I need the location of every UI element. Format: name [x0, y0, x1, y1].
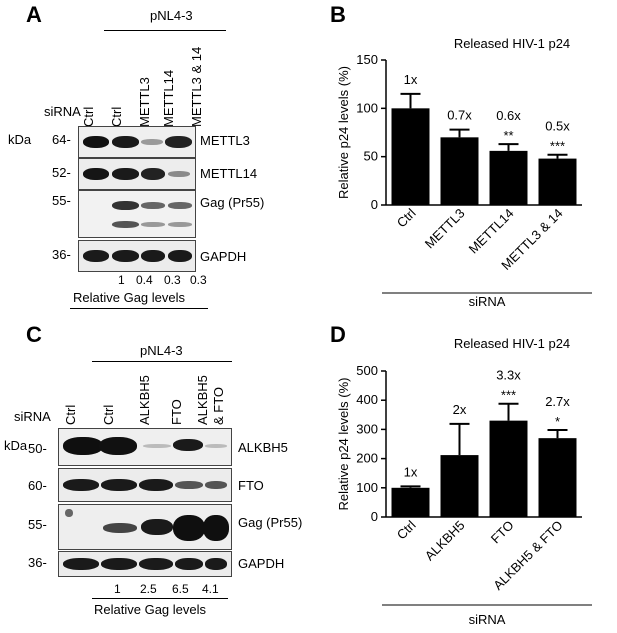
panel-c-blot-label-2: FTO [238, 478, 264, 493]
chart-b-bar-2 [489, 150, 528, 205]
panel-a-quant-2: 0.4 [136, 273, 153, 287]
panel-a-quant-4: 0.3 [190, 273, 207, 287]
panel-a-mw-1: 64- [52, 132, 71, 147]
panel-c-letter: C [26, 322, 42, 347]
panel-c-blot-gag [58, 504, 232, 550]
chart-b-xlabel: siRNA [469, 294, 506, 309]
panel-c-quant-1: 1 [114, 582, 121, 596]
chart-b-sig-3: *** [550, 139, 565, 154]
chart-b-sig-2: ** [503, 128, 513, 143]
chart-b-ytick-label-3: 150 [356, 52, 378, 67]
panel-a-letter: A [26, 2, 42, 27]
panel-a-mw-2: 52- [52, 165, 71, 180]
chart-b-ytick-label-0: 0 [371, 197, 378, 212]
panel-a-group-line [104, 30, 226, 31]
panel-c-blot-label-3: Gag (Pr55) [238, 515, 303, 530]
panel-c-sirna-label: siRNA [14, 409, 51, 424]
chart-d-ytick-label-0: 0 [371, 509, 378, 524]
panel-c-blot-label-1: ALKBH5 [238, 440, 288, 455]
chart-d-fold-0: 1x [404, 464, 418, 479]
panel-c-mw-3: 55- [28, 517, 47, 532]
chart-d-bar-0 [391, 487, 430, 517]
chart-b-category-0: Ctrl [394, 205, 419, 230]
chart-d-sig-3: * [555, 414, 560, 429]
chart-b-fold-3: 0.5x [545, 119, 570, 134]
chart-d-ytick-label-5: 500 [356, 363, 378, 378]
chart-d-title: Released HIV-1 p24 [454, 336, 570, 351]
panel-c-blot-label-4: GAPDH [238, 556, 285, 571]
panel-a-quant-1: 1 [118, 273, 125, 287]
panel-a-blot-mettl3 [78, 126, 196, 158]
panel-c-quant-2: 2.5 [140, 582, 157, 596]
panel-c-quant-4: 4.1 [202, 582, 219, 596]
panel-a-quant-label: Relative Gag levels [73, 290, 185, 305]
panel-a-blot-label-1: METTL3 [200, 133, 250, 148]
panel-a-blot-gapdh [78, 240, 196, 272]
panel-a-group-label: pNL4-3 [150, 8, 193, 23]
chart-b-bar-0 [391, 108, 430, 205]
panel-c-mw-1: 50- [28, 441, 47, 456]
panel-d-letter: D [330, 322, 346, 347]
chart-b-ytick-label-2: 100 [356, 100, 378, 115]
panel-c-blot-gapdh [58, 551, 232, 577]
chart-b-title: Released HIV-1 p24 [454, 36, 570, 51]
chart-d-fold-3: 2.7x [545, 394, 570, 409]
panel-a-blot-gag [78, 190, 196, 238]
panel-c-quant-line [92, 598, 228, 599]
chart-d-bar-3 [538, 438, 577, 517]
chart-d-category-2: FTO [488, 518, 517, 547]
panel-c-blot-alkbh5 [58, 428, 232, 466]
chart-d-category-0: Ctrl [394, 517, 419, 542]
chart-d-ytick-label-1: 100 [356, 480, 378, 495]
panel-a-sirna-label: siRNA [44, 104, 81, 119]
chart-b-fold-1: 0.7x [447, 108, 472, 123]
panel-a-quant-line [70, 308, 208, 309]
chart-d-ylabel: Relative p24 levels (%) [336, 378, 351, 511]
panel-a-blot-label-3: Gag (Pr55) [200, 195, 265, 210]
chart-d-bar-2 [489, 420, 528, 517]
panel-b-letter: B [330, 2, 346, 27]
panel-a-blot-label-4: GAPDH [200, 249, 247, 264]
chart-d-bar-1 [440, 455, 479, 517]
chart-d-xlabel: siRNA [469, 612, 506, 627]
panel-c-group-line [92, 361, 232, 362]
chart-b-ytick-label-1: 50 [364, 149, 378, 164]
chart-b-category-1: METTL3 [422, 206, 468, 252]
chart-d-ytick-label-2: 200 [356, 451, 378, 466]
panel-a-kda-label: kDa [8, 132, 32, 147]
chart-d-sig-2: *** [501, 388, 516, 403]
chart-b-ylabel: Relative p24 levels (%) [336, 66, 351, 199]
chart-b-fold-2: 0.6x [496, 108, 521, 123]
panel-c-blot-fto [58, 468, 232, 502]
panel-c-quant-label: Relative Gag levels [94, 602, 206, 617]
panel-a-blot-mettl14 [78, 158, 196, 190]
chart-b-bar-1 [440, 137, 479, 205]
panel-c-mw-4: 36- [28, 555, 47, 570]
panel-c-quant-3: 6.5 [172, 582, 189, 596]
panel-a-blot-label-2: METTL14 [200, 166, 258, 181]
chart-d-ytick-label-3: 300 [356, 421, 378, 436]
chart-d-fold-2: 3.3x [496, 368, 521, 383]
chart-d-fold-1: 2x [453, 402, 467, 417]
chart-d-ytick-label-4: 400 [356, 392, 378, 407]
panel-c-kda-label: kDa [4, 438, 28, 453]
panel-a-mw-3: 55- [52, 193, 71, 208]
chart-b-fold-0: 1x [404, 72, 418, 87]
chart-d-category-1: ALKBH5 [422, 518, 468, 564]
panel-c-mw-2: 60- [28, 478, 47, 493]
chart-b-category-2: METTL14 [466, 206, 517, 257]
panel-a-quant-3: 0.3 [164, 273, 181, 287]
chart-b-bar-3 [538, 158, 577, 205]
panel-c-group-label: pNL4-3 [140, 343, 183, 358]
panel-a-mw-4: 36- [52, 247, 71, 262]
